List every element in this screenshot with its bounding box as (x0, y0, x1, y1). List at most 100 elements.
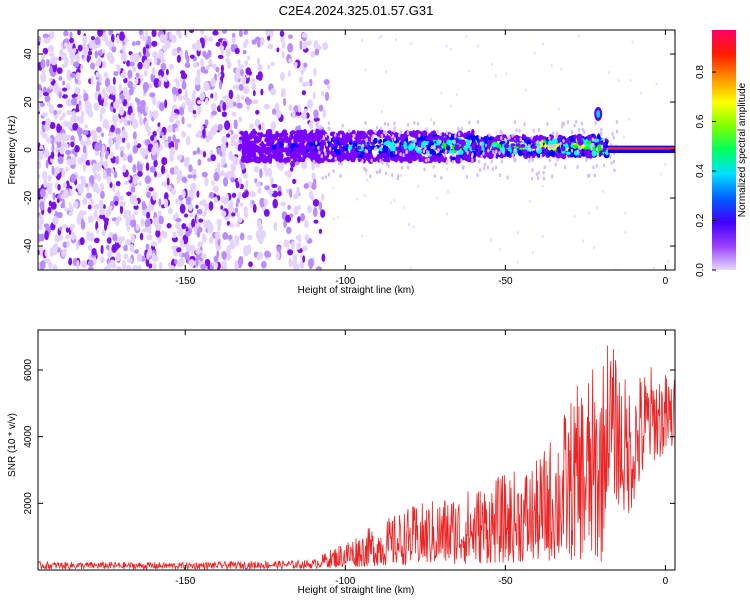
spectrogram-cell (103, 170, 106, 180)
spectrogram-cell (127, 105, 133, 116)
spectrogram-cell (306, 40, 312, 46)
spectrogram-cell (53, 110, 58, 116)
spectrogram-cell (427, 142, 432, 148)
spectrogram-axes: -150 -100 -50 0 -40 -20 0 20 40 (23, 30, 675, 287)
spectrogram-cell (401, 151, 407, 155)
spectrogram-cell (551, 174, 554, 179)
spectrogram-cell (101, 88, 106, 95)
spectrogram-cell (393, 126, 396, 131)
spectrogram-cell (62, 182, 67, 189)
spectrogram-cell (229, 199, 234, 207)
spectrogram-cell (47, 44, 55, 53)
spectrogram-cell (546, 121, 549, 126)
spectrogram-cell (443, 153, 446, 158)
spectrogram-cell (94, 36, 101, 46)
spectrogram-cell (504, 137, 507, 142)
spectrogram-cell (528, 199, 531, 204)
spectrogram-cell (322, 136, 326, 141)
spectrogram-cell (400, 173, 403, 178)
spectrogram-cell (492, 150, 495, 155)
spectrogram-cell (207, 36, 213, 42)
spectrogram-cell (234, 47, 240, 55)
spectrogram-cell (228, 99, 235, 109)
spectrogram-cell (432, 164, 435, 169)
spectrogram-cell (226, 133, 231, 138)
spectrogram-cell (115, 219, 120, 227)
spectrogram-cell (597, 133, 601, 141)
spectrogram-cell (58, 56, 62, 61)
spectrogram-cell (595, 147, 599, 152)
spectrogram-cell (500, 131, 504, 136)
spectrogram-cell (83, 92, 89, 103)
spectrogram-cell (57, 103, 63, 108)
spectrogram-cell (261, 154, 267, 159)
spectrogram-cell (385, 70, 388, 74)
spectrogram-cell (565, 151, 571, 155)
spectrogram-cell (167, 136, 172, 143)
spectrogram-cell (500, 159, 504, 164)
spectrogram-cell (389, 145, 397, 153)
spectrogram-cell (271, 183, 278, 189)
spectrogram-cell (245, 179, 249, 190)
spectrogram-cell (90, 198, 95, 205)
spectrogram-cell (488, 133, 491, 138)
spectrogram-cell (523, 122, 526, 127)
spectrogram-cell (292, 154, 298, 160)
spectrogram-cell (170, 188, 177, 196)
spectrogram-cell (220, 143, 227, 153)
spectrogram-cell (305, 142, 310, 150)
spectrogram-cell (136, 163, 143, 173)
spectrogram-cell (285, 214, 292, 223)
spectrogram-cell (204, 97, 209, 106)
spectrogram-cell (519, 137, 522, 142)
spectrogram-cell (442, 155, 448, 163)
spectrogram-cell (130, 233, 135, 240)
spectrogram-cell (106, 52, 113, 62)
spectrogram-cell (376, 133, 381, 137)
spectrogram-cell (251, 77, 256, 87)
spectrogram-cell (426, 149, 429, 154)
spectrogram-cell (94, 142, 101, 152)
spectrogram-cell (112, 94, 116, 103)
spectrogram-cell (593, 173, 597, 178)
spectrogram-cell (420, 141, 426, 149)
spectrogram-cell (617, 79, 620, 83)
spectrogram-cell (508, 135, 511, 140)
spectrogram-cell (221, 267, 228, 270)
spectrogram-cell (400, 137, 405, 143)
spectrogram-cell (317, 145, 320, 150)
spectrogram-cell (340, 161, 343, 166)
spectrogram-cell (573, 134, 577, 140)
spectrogram-cell (115, 133, 122, 144)
spectrogram-cell (155, 229, 161, 238)
spectrogram-cell (291, 240, 295, 250)
spectrogram-cell (189, 30, 195, 34)
spectrogram-cell (40, 58, 46, 69)
spectrogram-cell (267, 189, 274, 195)
spectrogram-cell (177, 94, 183, 101)
spectrogram-cell (137, 170, 143, 177)
spectrogram-cell (232, 84, 239, 90)
spectrogram-cell (270, 121, 277, 131)
spectrogram-cell (75, 72, 81, 80)
spectrogram-cell (93, 210, 98, 220)
spectrogram-cell (332, 217, 335, 221)
spectrogram-cell (308, 121, 314, 130)
spectrogram-cell (71, 93, 77, 99)
spectrogram-cell (251, 200, 255, 205)
spectrogram-cell (131, 213, 135, 221)
spectrogram-cell (251, 39, 257, 45)
spectrogram-cell (629, 78, 632, 82)
spectrogram-cell (62, 189, 69, 199)
spectrogram-cell (149, 92, 156, 98)
spectrogram-cell (471, 144, 475, 151)
spectrogram-cell (295, 234, 302, 241)
spectrogram-cell (573, 214, 576, 218)
spectrogram-cell (38, 36, 41, 42)
spectrogram-y-tick-label: 20 (23, 96, 34, 108)
spectrogram-cell (503, 143, 510, 149)
spectrogram-cell (115, 251, 122, 262)
spectrogram-cell (361, 38, 364, 42)
spectrogram-cell (196, 190, 200, 198)
spectrogram-cell (145, 162, 150, 172)
